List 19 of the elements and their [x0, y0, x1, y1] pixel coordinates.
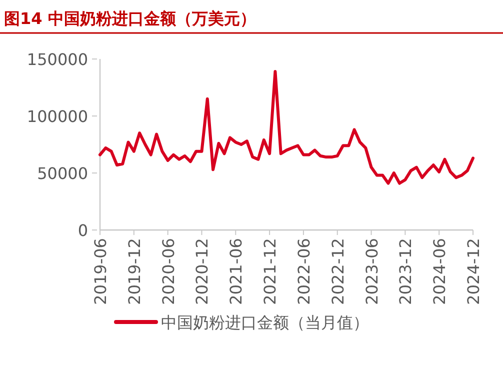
legend-label: 中国奶粉进口金额（当月值） — [161, 313, 369, 332]
x-tick-label: 2019-06 — [91, 238, 110, 305]
y-tick-label: 150000 — [26, 50, 88, 69]
x-tick-label: 2024-12 — [464, 238, 483, 305]
x-tick-label: 2020-12 — [192, 238, 212, 305]
x-tick-label: 2019-12 — [124, 238, 144, 305]
line-series — [98, 70, 474, 185]
x-tick-label: 2023-12 — [396, 238, 416, 305]
y-tick-label: 100000 — [26, 107, 88, 126]
chart-title: 图14 中国奶粉进口金额（万美元） — [4, 9, 256, 28]
x-tick-label: 2021-06 — [226, 238, 246, 305]
x-tick-label: 2020-06 — [158, 238, 178, 305]
x-tick-label: 2024-06 — [430, 238, 450, 305]
y-tick-label: 0 — [78, 221, 88, 240]
x-tick-label: 2022-06 — [294, 238, 314, 305]
x-tick-label: 2021-12 — [260, 238, 280, 305]
x-tick-label: 2023-06 — [362, 238, 382, 305]
y-tick-label: 50000 — [37, 164, 88, 183]
x-tick-label: 2022-12 — [328, 238, 348, 305]
